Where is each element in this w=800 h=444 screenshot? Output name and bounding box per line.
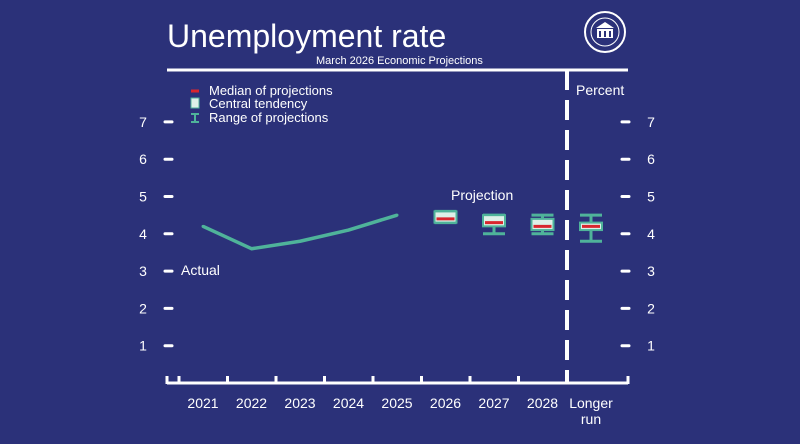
y-tick-label-right: 7 [647, 114, 655, 130]
y-tick-label-right: 2 [647, 300, 655, 316]
federal-reserve-seal-icon [584, 11, 626, 53]
x-tick-label: Longer run [569, 395, 613, 427]
central-tendency-box [433, 210, 458, 224]
actual-point [395, 213, 399, 217]
legend-central-swatch [190, 97, 200, 109]
y-tick-label-left: 6 [139, 151, 147, 167]
x-tick-label: 2025 [381, 395, 412, 411]
y-tick-label-right: 6 [647, 151, 655, 167]
central-tendency-box [530, 217, 555, 232]
actual-point [250, 247, 253, 251]
projection-2028 [530, 213, 555, 236]
y-tick-label-left: 1 [139, 338, 147, 354]
chart-subtitle: March 2026 Economic Projections [316, 55, 483, 67]
y-tick-label-left: 2 [139, 300, 147, 316]
x-tick-label: 2023 [284, 395, 315, 411]
actual-label: Actual [181, 262, 220, 278]
x-tick-label: 2022 [236, 395, 267, 411]
y-tick-label-left: 7 [139, 114, 147, 130]
legend-range-swatch [191, 113, 199, 123]
actual-point [298, 239, 302, 243]
y-tick-label-left: 3 [139, 263, 147, 279]
y-tick-label-right: 5 [647, 189, 655, 205]
x-tick-label: 2027 [478, 395, 509, 411]
x-tick-label: 2026 [430, 395, 461, 411]
projection-boxes [433, 209, 603, 243]
actual-point [347, 228, 350, 232]
projection-2027 [482, 213, 506, 236]
legend-central-label: Central tendency [209, 96, 308, 111]
x-tick-label: 2024 [333, 395, 364, 411]
y-tick-label-right: 4 [647, 226, 655, 242]
actual-series [201, 213, 399, 251]
projection-2026 [433, 209, 458, 225]
y-tick-label-right: 3 [647, 263, 655, 279]
x-axis-ticks [177, 376, 520, 383]
y-tick-label-left: 4 [139, 226, 147, 242]
legend-range-label: Range of projections [209, 110, 329, 125]
central-tendency-box [482, 214, 506, 228]
x-tick-label: 2021 [187, 395, 218, 411]
projection-longer-run [579, 213, 603, 243]
unit-label: Percent [576, 82, 624, 98]
y-tick-label-right: 1 [647, 338, 655, 354]
legend-median-label: Median of projections [209, 83, 333, 98]
projection-label: Projection [451, 187, 513, 203]
chart-title: Unemployment rate [167, 18, 446, 54]
x-axis-labels: 2021 2022 2023 2024 2025 2026 2027 2028 Longer ru… [187, 395, 613, 427]
legend: Median of projections Central tendency R… [190, 83, 333, 125]
actual-point [201, 224, 205, 228]
y-tick-label-left: 5 [139, 189, 147, 205]
x-tick-label: 2028 [527, 395, 558, 411]
y-axis-ticks: 1 1 2 2 3 3 4 4 5 5 6 6 7 7 [139, 114, 655, 354]
